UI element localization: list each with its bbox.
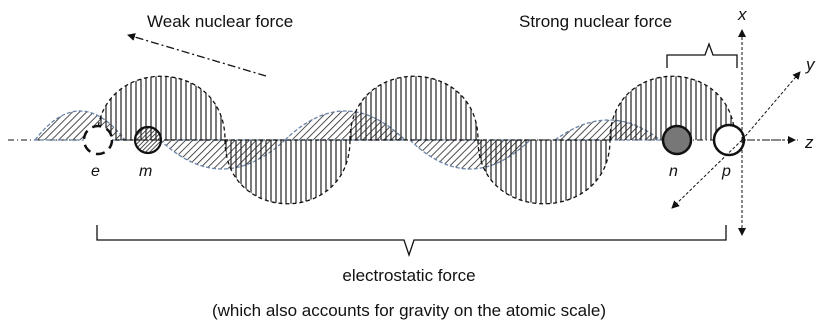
vertical-lobe-4 <box>477 139 611 205</box>
electrostatic-bracket <box>96 225 727 258</box>
strong-force-bracket <box>666 42 738 68</box>
y-axis-up <box>741 71 801 141</box>
y-axis-down <box>671 139 743 209</box>
axis-label-z: z <box>804 133 814 152</box>
vertical-lobe-2 <box>224 139 351 205</box>
electrostatic-force-label: electrostatic force <box>342 266 476 285</box>
vertical-lobe-3 <box>349 75 479 141</box>
weak-force-label: Weak nuclear force <box>147 12 293 31</box>
vertical-hatched-wave <box>96 75 736 205</box>
gravity-note-label: (which also accounts for gravity on the … <box>211 301 606 320</box>
weak-force-arrow <box>127 33 267 77</box>
vertical-lobe-5 <box>609 75 736 141</box>
label-e: e <box>91 163 100 180</box>
proton-particle <box>712 123 746 157</box>
axis-label-x: x <box>737 5 747 24</box>
electron-particle <box>82 124 114 156</box>
muon-particle <box>133 125 163 155</box>
strong-force-label: Strong nuclear force <box>519 12 672 31</box>
label-n: n <box>669 163 678 180</box>
label-p: p <box>721 163 731 180</box>
label-m: m <box>139 163 152 180</box>
neutron-particle <box>661 124 693 156</box>
vertical-lobe-1 <box>96 75 226 141</box>
coordinate-axes <box>671 29 801 236</box>
axis-label-y: y <box>805 55 816 74</box>
